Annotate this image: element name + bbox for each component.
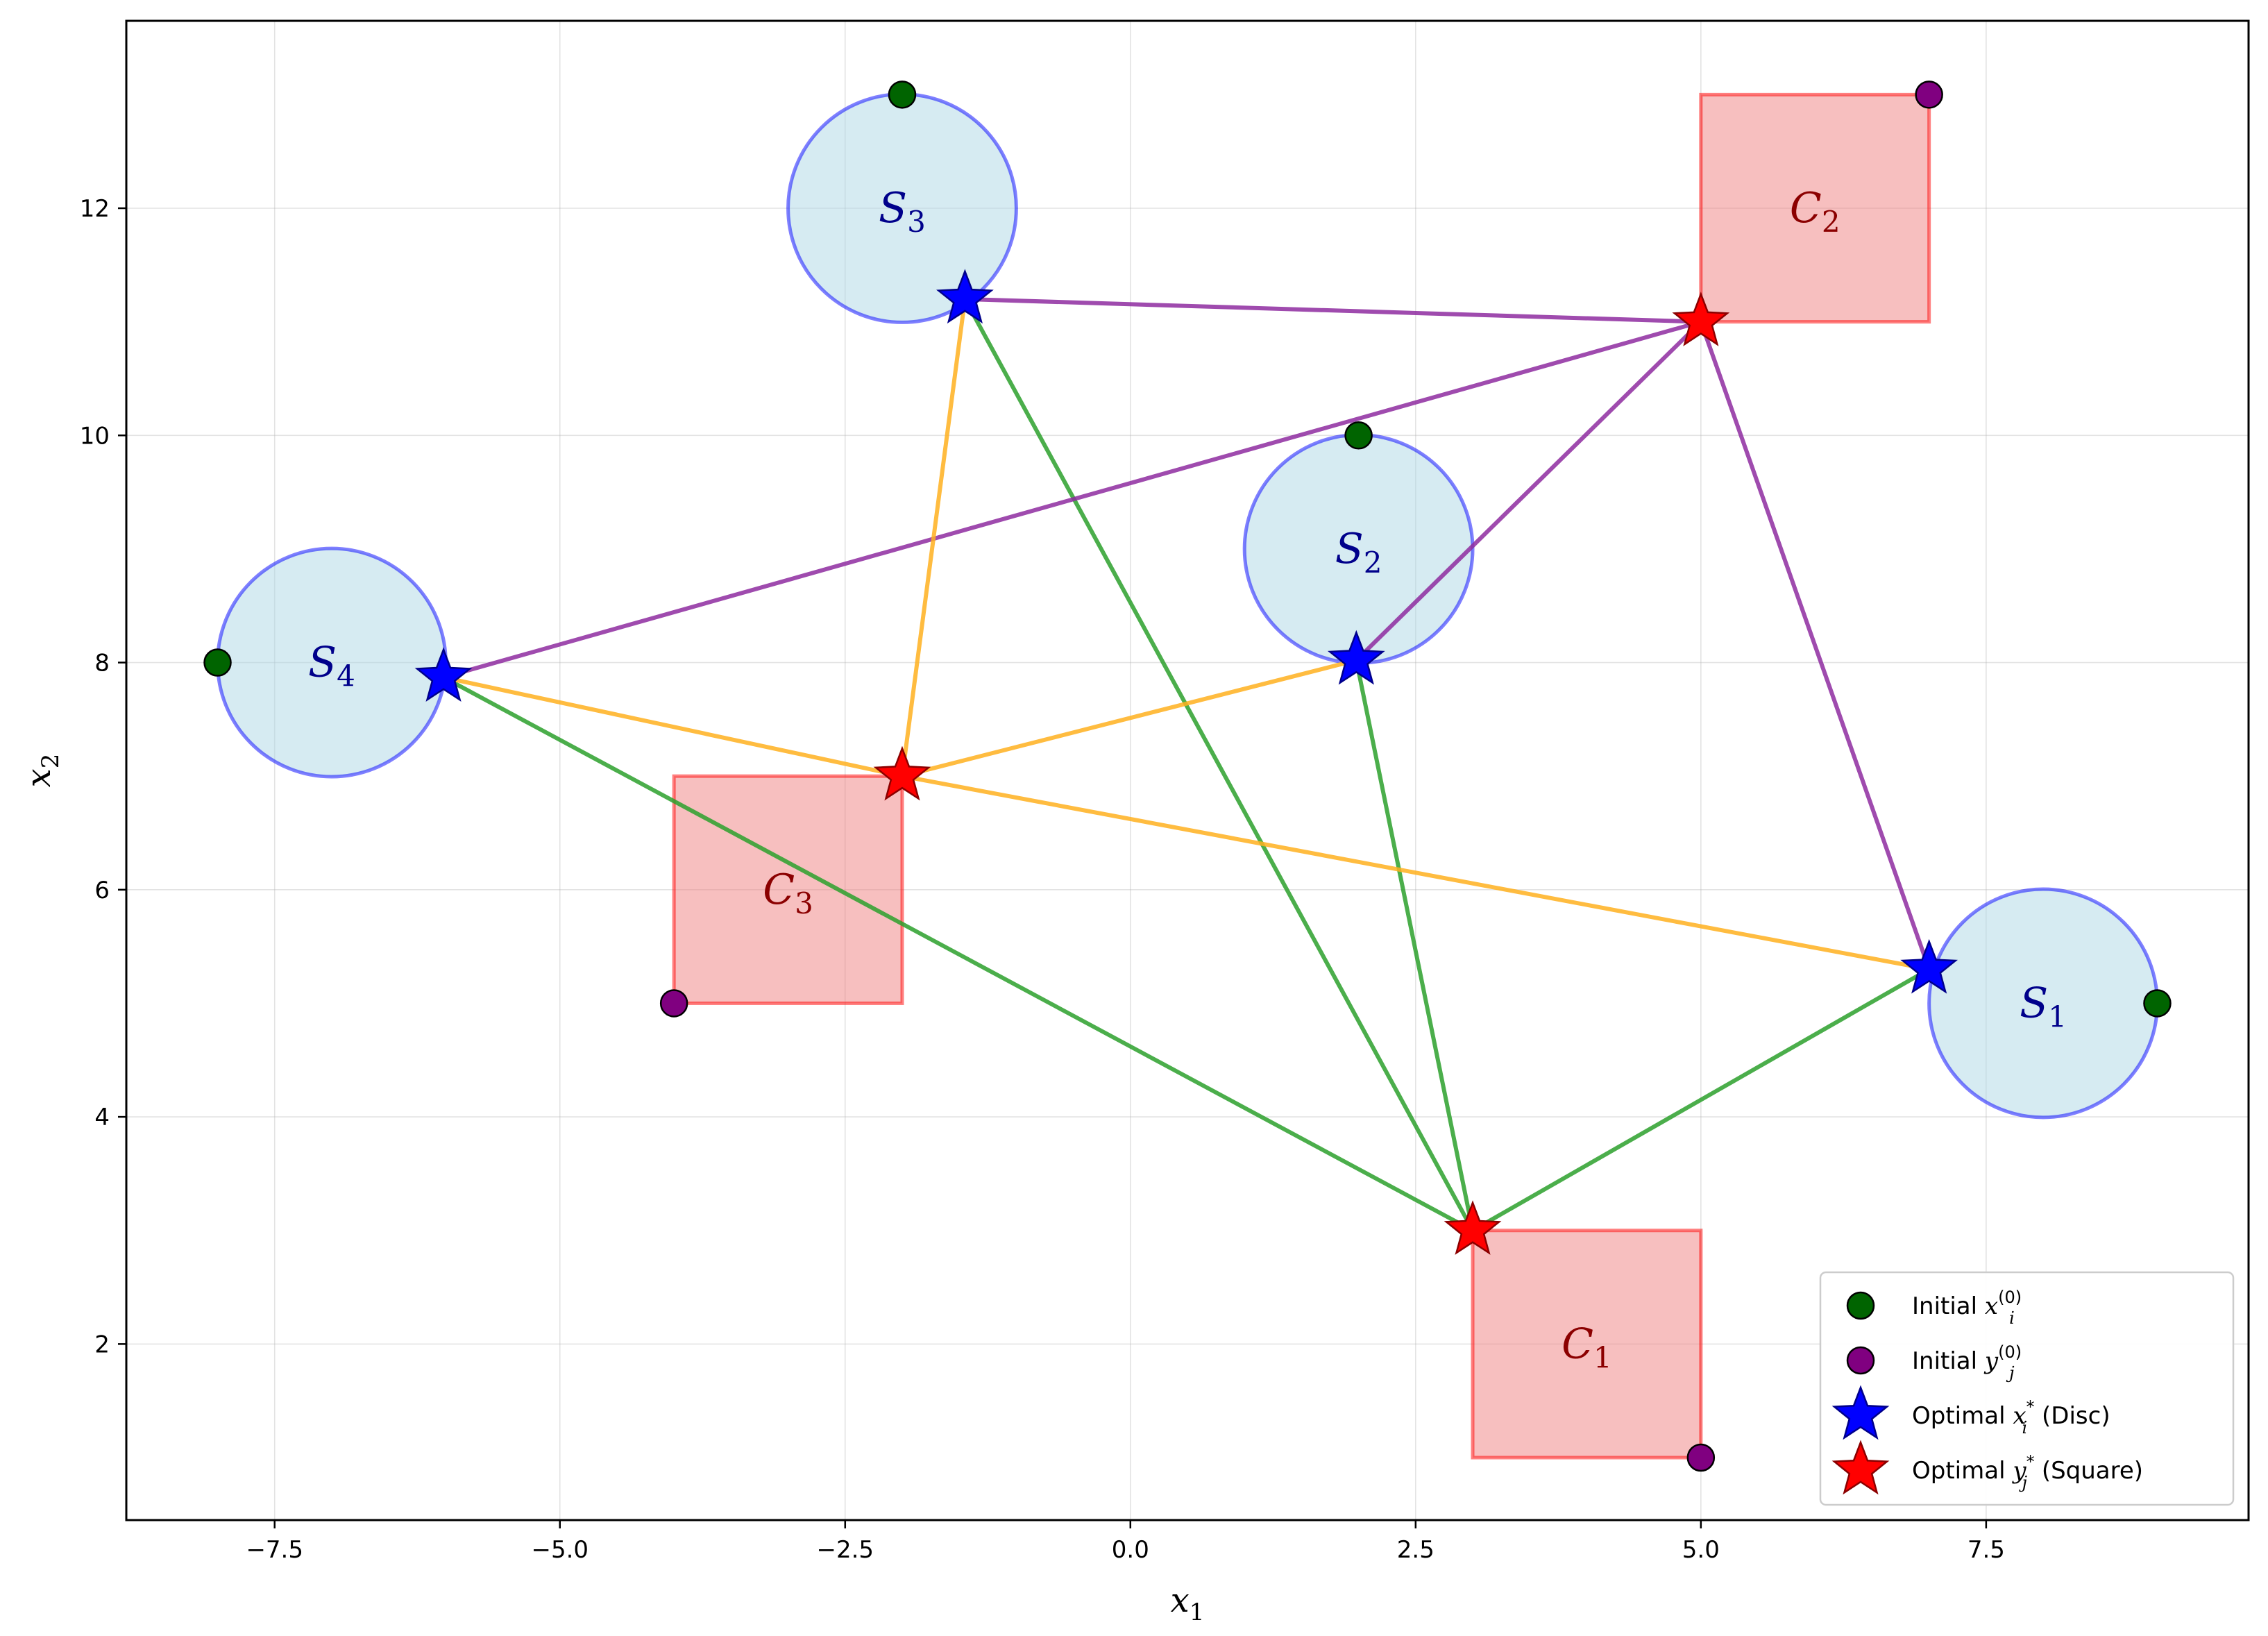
square-label-3: C3 [763, 866, 813, 920]
legend-label-initial_x: Initial x(0) i [1912, 1288, 2022, 1328]
optimal-y-star-2 [1672, 292, 1730, 346]
shapes: S1 S2 S3 S4 C1 C2 C3 [216, 92, 2159, 1460]
optimal-y-star-1 [1444, 1200, 1502, 1255]
legend-label-optimal_x: Optimal x* i (Disc) [1912, 1397, 2110, 1437]
x-axis-label: x1 [1171, 1581, 1205, 1626]
optimal-x-star-2 [1327, 630, 1385, 685]
legend-label-initial_y: Initial y(0) j [1912, 1342, 2022, 1383]
edge-10 [899, 296, 967, 779]
initial-y-point-1 [1686, 1443, 1716, 1472]
legend-box [1819, 1271, 2235, 1506]
legend-marker-optimal_y [1831, 1440, 1890, 1495]
y-tick-label: 10 [80, 422, 110, 450]
x-tick-label: −5.0 [531, 1536, 589, 1564]
initial-y-point-3 [659, 989, 688, 1018]
x-tick-label: −2.5 [816, 1536, 874, 1564]
edge-4 [1698, 319, 1931, 972]
edge-7 [441, 319, 1703, 680]
x-tick-label: 0.0 [1112, 1536, 1149, 1564]
optimal-x-star-3 [936, 269, 994, 324]
edge-0 [1471, 967, 1931, 1233]
legend-marker-optimal_x [1831, 1385, 1890, 1440]
disc-label-4: S4 [308, 639, 355, 693]
y-axis-label: x2 [19, 754, 65, 788]
edge-6 [963, 296, 1703, 324]
edge-3 [441, 675, 1475, 1233]
edge-2 [963, 296, 1475, 1233]
square-2 [1699, 92, 1931, 324]
initial-x-point-3 [888, 81, 917, 109]
axes: −7.5 −5.0 −2.5 0.0 2.5 5.0 7.5 2 4 6 8 10 12 x1 x2 [19, 19, 2250, 1626]
x-tick-label: 2.5 [1397, 1536, 1435, 1564]
square-label-2: C2 [1790, 184, 1840, 239]
square-3 [672, 774, 904, 1005]
edge-9 [899, 658, 1359, 779]
optimal-x-star-4 [414, 647, 473, 702]
y-tick-label: 2 [94, 1331, 110, 1358]
plot-frame [125, 19, 2250, 1521]
disc-label-2: S2 [1335, 525, 1382, 580]
x-tick-label: 7.5 [1967, 1536, 2005, 1564]
legend: Initial x(0) i Initial y(0) j Optimal x* i (D… [1819, 1271, 2235, 1506]
edge-5 [1354, 319, 1703, 663]
points [203, 81, 2172, 1472]
legend-marker-initial_y [1846, 1346, 1875, 1375]
y-tick-label: 6 [94, 877, 110, 904]
y-tick-label: 8 [94, 650, 110, 677]
initial-y-point-2 [1915, 81, 1943, 109]
disc-label-3: S3 [879, 184, 926, 239]
initial-x-point-4 [203, 648, 232, 677]
optimal-y-star-3 [873, 745, 931, 801]
initial-x-point-1 [2143, 989, 2172, 1018]
legend-marker-initial_x [1846, 1291, 1875, 1320]
y-tick-label: 12 [80, 195, 110, 223]
y-tick-label: 4 [94, 1104, 110, 1131]
initial-x-point-2 [1344, 421, 1373, 450]
edge-11 [441, 675, 904, 779]
disc-label-1: S1 [2020, 979, 2067, 1034]
x-tick-label: 5.0 [1682, 1536, 1720, 1564]
square-1 [1471, 1229, 1703, 1460]
x-tick-label: −7.5 [246, 1536, 303, 1564]
edges [441, 296, 1931, 1233]
square-label-1: C1 [1562, 1319, 1612, 1374]
optimal-x-star-1 [1900, 938, 1958, 994]
legend-label-optimal_y: Optimal y* j (Square) [1912, 1452, 2143, 1492]
edge-8 [899, 774, 1931, 972]
edge-1 [1354, 658, 1475, 1233]
